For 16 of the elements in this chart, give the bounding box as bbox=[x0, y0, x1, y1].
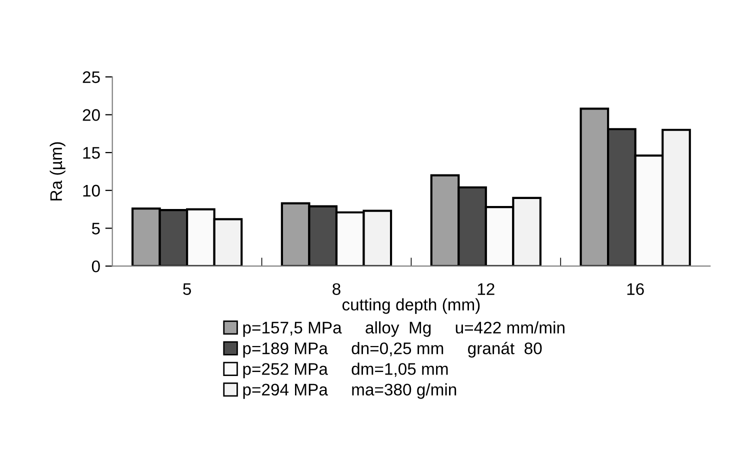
y-tick-label: 10 bbox=[83, 184, 100, 197]
legend-label: p=252 MPa dm=1,05 mm bbox=[243, 362, 448, 378]
x-tick-label: 5 bbox=[183, 283, 191, 295]
legend-label: p=157,5 MPa alloy Mg u=422 mm/min bbox=[243, 321, 564, 337]
x-tick-label: 12 bbox=[478, 283, 494, 295]
x-tick-label: 8 bbox=[332, 283, 340, 295]
x-tick-label: 16 bbox=[627, 283, 644, 295]
y-tick-label: 20 bbox=[82, 109, 100, 121]
legend-label: p=189 MPa dn=0,25 mm granát 80 bbox=[243, 342, 542, 358]
x-axis-title: cutting depth (mm) bbox=[342, 298, 480, 314]
y-tick-label: 5 bbox=[92, 222, 100, 234]
y-tick-label: 0 bbox=[92, 260, 100, 272]
y-tick-label: 25 bbox=[82, 71, 100, 84]
y-tick-label: 15 bbox=[83, 147, 100, 159]
y-axis-title: Ra (µm) bbox=[50, 142, 66, 200]
legend-label: p=294 MPa ma=380 g/min bbox=[243, 383, 456, 399]
